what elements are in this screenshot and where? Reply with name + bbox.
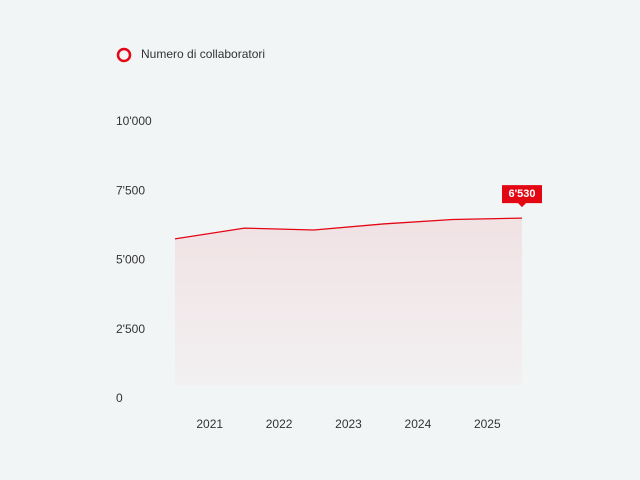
y-tick-label: 2'500 bbox=[116, 322, 145, 336]
y-tick-label: 7'500 bbox=[116, 183, 145, 197]
y-tick-label: 0 bbox=[116, 391, 123, 405]
y-tick-label: 5'000 bbox=[116, 253, 145, 267]
legend-label: Numero di collaboratori bbox=[141, 47, 265, 61]
y-tick-label: 10'000 bbox=[116, 114, 152, 128]
data-label-box bbox=[502, 185, 542, 208]
data-label: 6'530 bbox=[508, 188, 535, 200]
x-tick-label: 2023 bbox=[335, 417, 362, 431]
x-tick-label: 2025 bbox=[474, 417, 501, 431]
line bbox=[174, 217, 523, 240]
x-tick-label: 2022 bbox=[266, 417, 293, 431]
legend-marker bbox=[116, 47, 132, 63]
x-tick-label: 2024 bbox=[405, 417, 432, 431]
area bbox=[175, 218, 522, 385]
x-tick-label: 2021 bbox=[196, 417, 223, 431]
